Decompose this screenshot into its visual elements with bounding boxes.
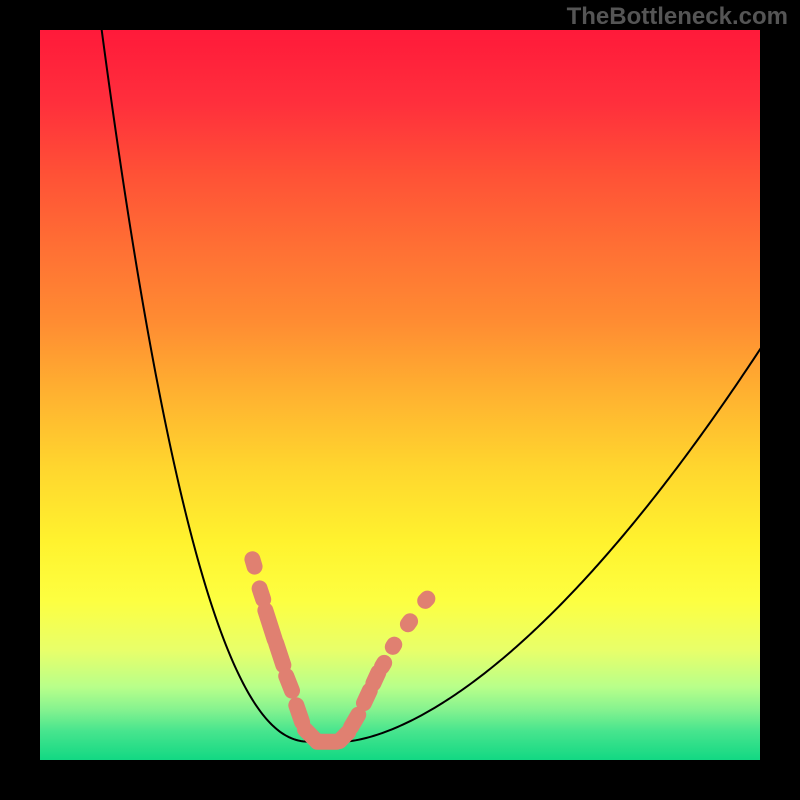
- bottleneck-chart: TheBottleneck.com: [0, 0, 800, 800]
- data-marker: [260, 588, 264, 599]
- data-marker: [265, 610, 274, 639]
- data-marker: [382, 663, 384, 667]
- data-marker: [364, 691, 370, 703]
- data-marker: [425, 599, 427, 601]
- data-marker: [351, 715, 358, 727]
- data-marker: [408, 621, 410, 624]
- data-marker: [296, 705, 302, 722]
- watermark-text: TheBottleneck.com: [567, 3, 788, 30]
- data-marker: [393, 645, 394, 647]
- data-marker: [286, 676, 292, 691]
- data-marker: [276, 643, 283, 665]
- plot-area: [40, 30, 760, 760]
- data-marker: [373, 672, 378, 683]
- data-marker: [252, 559, 254, 566]
